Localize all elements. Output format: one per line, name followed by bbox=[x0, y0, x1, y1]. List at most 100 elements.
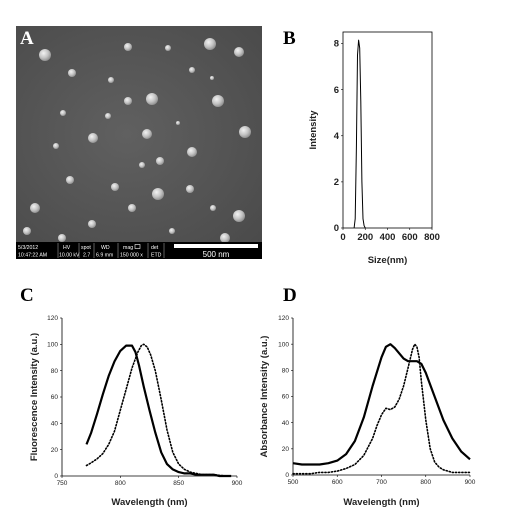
panel-label-b: B bbox=[283, 28, 296, 49]
sem-spot-label: spot bbox=[81, 245, 91, 251]
x-axis-title: Size(nm) bbox=[368, 255, 408, 266]
x-tick-label: 600 bbox=[332, 479, 343, 486]
sem-particle bbox=[60, 110, 66, 116]
sem-particle bbox=[111, 183, 119, 191]
x-tick-label: 850 bbox=[173, 480, 184, 487]
y-tick-label: 120 bbox=[278, 315, 289, 322]
sem-particles bbox=[23, 38, 251, 243]
series-line-dotted bbox=[85, 343, 227, 477]
sem-panel: A 5/3/2012 10:47:22 AM HV 10.00 kV spot … bbox=[16, 26, 262, 259]
sem-hv-value: 10.00 kV bbox=[59, 253, 80, 259]
sem-particle bbox=[233, 210, 245, 222]
y-tick-label: 40 bbox=[282, 420, 290, 427]
sem-particle bbox=[152, 188, 164, 200]
x-tick-label: 400 bbox=[380, 232, 396, 243]
y-tick-label: 8 bbox=[334, 39, 339, 50]
sem-particle bbox=[176, 121, 180, 125]
x-axis-title: Wavelength (nm) bbox=[343, 497, 419, 508]
sem-particle bbox=[39, 49, 51, 61]
sem-particle bbox=[220, 233, 230, 243]
y-tick-label: 0 bbox=[285, 472, 289, 479]
y-tick-label: 100 bbox=[47, 342, 58, 349]
panel-label-c: C bbox=[20, 285, 34, 306]
sem-particle bbox=[88, 133, 98, 143]
sem-date: 5/3/2012 bbox=[18, 245, 38, 251]
sem-particle bbox=[169, 228, 175, 234]
sem-particle bbox=[128, 204, 136, 212]
sem-image bbox=[16, 26, 262, 242]
y-tick-label: 6 bbox=[334, 85, 339, 96]
sem-wd-value: 6.9 mm bbox=[96, 253, 113, 259]
x-axis-title: Wavelength (nm) bbox=[111, 497, 187, 508]
y-tick-label: 60 bbox=[282, 394, 290, 401]
sem-scale-label: 500 nm bbox=[203, 250, 230, 259]
sem-particle bbox=[124, 97, 132, 105]
sem-particle bbox=[239, 126, 251, 138]
y-tick-label: 20 bbox=[51, 447, 59, 454]
sem-time: 10:47:22 AM bbox=[18, 253, 47, 259]
y-axis-title: Absorbance Intensity (a.u.) bbox=[259, 336, 270, 458]
series-line-solid bbox=[292, 343, 471, 466]
x-tick-label: 750 bbox=[57, 480, 68, 487]
x-tick-label: 900 bbox=[465, 479, 476, 486]
y-axis-title: Intensity bbox=[308, 110, 319, 150]
sem-particle bbox=[108, 77, 114, 83]
sem-particle bbox=[58, 234, 66, 242]
sem-particle bbox=[105, 113, 111, 119]
sem-particle bbox=[139, 162, 145, 168]
series-line-dotted bbox=[292, 343, 471, 475]
chart-b-size-distribution: 0 2 4 6 8 0 200 400 600 800 Size(nm) Intensity bbox=[308, 31, 440, 266]
sem-particle bbox=[189, 67, 195, 73]
sem-particle bbox=[68, 69, 76, 77]
y-tick-label: 60 bbox=[51, 394, 59, 401]
sem-particle bbox=[124, 43, 132, 51]
x-tick-label: 200 bbox=[357, 232, 373, 243]
sem-particle bbox=[204, 38, 216, 50]
sem-hv-label: HV bbox=[63, 245, 71, 251]
y-tick-label: 80 bbox=[51, 368, 59, 375]
series-line-solid bbox=[353, 39, 366, 229]
sem-particle bbox=[187, 147, 197, 157]
sem-scale-bar bbox=[174, 244, 258, 248]
sem-spot-value: 2.7 bbox=[83, 253, 90, 259]
chart-c-fluorescence: 0 20 40 60 80 100 120 750 800 850 900 Wavelength (n… bbox=[29, 315, 243, 508]
x-tick-label: 700 bbox=[376, 479, 387, 486]
x-tick-label: 800 bbox=[424, 232, 440, 243]
chart-d-absorbance: 0 20 40 60 80 100 120 500 600 700 800 900 Wavelength… bbox=[259, 315, 476, 508]
series-line-solid bbox=[85, 344, 232, 478]
sem-particle bbox=[23, 227, 31, 235]
x-tick-label: 800 bbox=[420, 479, 431, 486]
x-tick-label: 800 bbox=[115, 480, 126, 487]
y-tick-label: 0 bbox=[334, 223, 339, 234]
sem-particle bbox=[186, 185, 194, 193]
y-tick-label: 0 bbox=[54, 473, 58, 480]
sem-particle bbox=[30, 203, 40, 213]
sem-particle bbox=[66, 176, 74, 184]
sem-mag-label: mag bbox=[123, 245, 133, 251]
y-tick-label: 20 bbox=[282, 446, 290, 453]
sem-particle bbox=[210, 205, 216, 211]
y-tick-label: 100 bbox=[278, 341, 289, 348]
sem-particle bbox=[234, 47, 244, 57]
y-tick-label: 80 bbox=[282, 368, 290, 375]
sem-particle bbox=[156, 157, 164, 165]
panel-label-a: A bbox=[20, 28, 34, 49]
sem-info-divider-lines bbox=[57, 243, 165, 258]
sem-particle bbox=[88, 220, 96, 228]
x-tick-label: 900 bbox=[232, 480, 243, 487]
y-tick-label: 120 bbox=[47, 315, 58, 322]
y-tick-label: 40 bbox=[51, 421, 59, 428]
sem-mag-value: 150 000 x bbox=[120, 253, 143, 259]
sem-particle bbox=[165, 45, 171, 51]
y-axis-title: Fluorescence Intensity (a.u.) bbox=[29, 333, 40, 461]
sem-det-label: det bbox=[151, 245, 159, 251]
sem-mag-icon bbox=[134, 244, 141, 249]
x-tick-label: 600 bbox=[402, 232, 418, 243]
panel-label-d: D bbox=[283, 285, 297, 306]
x-tick-label: 500 bbox=[288, 479, 299, 486]
sem-particle bbox=[210, 76, 214, 80]
y-tick-label: 4 bbox=[334, 131, 340, 142]
sem-wd-label: WD bbox=[101, 245, 110, 251]
sem-det-value: ETD bbox=[151, 253, 162, 259]
sem-particle bbox=[53, 143, 59, 149]
